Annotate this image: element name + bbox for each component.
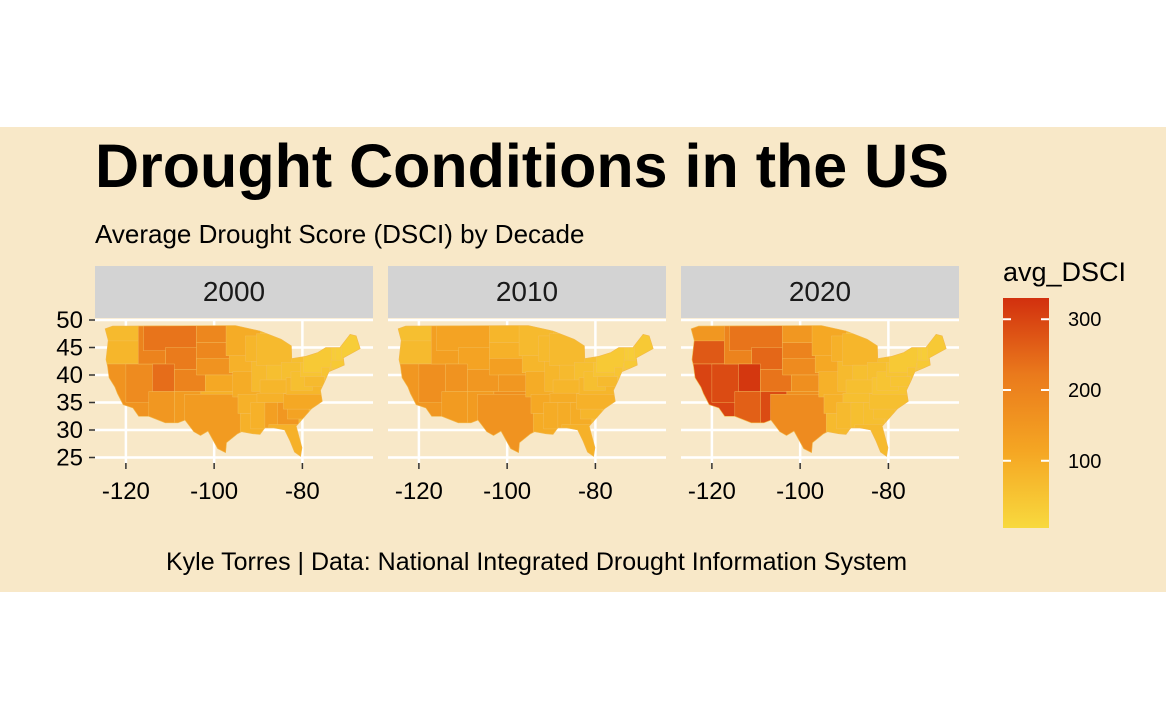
x-tick-label: -80: [578, 478, 613, 505]
state-MS: [250, 402, 267, 430]
state-UT: [445, 363, 468, 392]
state-NC: [283, 393, 323, 410]
x-tick-label: -80: [285, 478, 320, 505]
state-MD: [597, 376, 618, 387]
state-MD: [304, 376, 325, 387]
x-tick-label: -100: [483, 478, 531, 505]
state-UT: [152, 363, 175, 392]
state-UT: [738, 363, 761, 392]
legend-break-label: 100: [1068, 451, 1101, 473]
state-NC: [869, 393, 909, 410]
x-tick-label: -80: [871, 478, 906, 505]
x-tick-label: -120: [688, 478, 736, 505]
state-MA: [330, 358, 348, 369]
us-map-2020: [691, 325, 947, 457]
facet-label-2000: 2000: [203, 276, 265, 307]
chart-title: Drought Conditions in the US: [95, 132, 949, 200]
state-OR: [691, 340, 728, 365]
state-MS: [836, 402, 853, 430]
chart-subtitle: Average Drought Score (DSCI) by Decade: [95, 219, 585, 249]
state-MI: [256, 333, 293, 366]
state-MI: [842, 333, 879, 366]
state-MI: [549, 333, 586, 366]
us-map-2000: [105, 325, 361, 457]
x-tick-label: -100: [190, 478, 238, 505]
state-OR: [398, 340, 435, 365]
facet-strip-2010: [388, 266, 666, 318]
state-MD: [890, 376, 911, 387]
state-ME: [341, 333, 361, 359]
facet-strip-2000: [95, 266, 373, 318]
facet-panel-2020: 2020 -120 -100 -80: [681, 266, 959, 505]
y-tick-label: 40: [56, 362, 83, 389]
us-map-2010: [398, 325, 654, 457]
us-outline: [397, 325, 654, 457]
state-ND: [489, 325, 523, 343]
facet-panel-2000: 2000 -120 -100 -80: [95, 266, 373, 505]
state-SD: [489, 342, 524, 360]
state-NV: [711, 363, 739, 403]
legend-title: avg_DSCI: [1003, 257, 1126, 287]
state-ND: [782, 325, 816, 343]
us-outline: [690, 325, 947, 457]
legend-break-label: 300: [1068, 309, 1101, 331]
state-ND: [196, 325, 230, 343]
state-ME: [927, 333, 947, 359]
chart-caption: Kyle Torres | Data: National Integrated …: [166, 548, 908, 576]
state-NV: [125, 363, 153, 403]
state-SD: [196, 342, 231, 360]
facet-strip-2020: [681, 266, 959, 318]
y-tick-label: 30: [56, 417, 83, 444]
y-tick-label: 45: [56, 335, 83, 362]
state-MT: [143, 325, 197, 351]
state-MT: [729, 325, 783, 351]
state-NV: [418, 363, 446, 403]
us-outline: [104, 325, 361, 457]
x-tick-label: -120: [102, 478, 150, 505]
x-tick-label: -100: [776, 478, 824, 505]
state-ME: [634, 333, 654, 359]
facet-panel-2010: 2010 -120 -100 -80: [388, 266, 666, 505]
y-tick-label: 50: [56, 307, 83, 334]
state-AZ: [441, 391, 468, 424]
state-AZ: [734, 391, 761, 424]
legend-colorbar: [1003, 298, 1049, 528]
state-OR: [105, 340, 142, 365]
y-tick-label: 35: [56, 390, 83, 417]
facet-label-2010: 2010: [496, 276, 558, 307]
state-MA: [623, 358, 641, 369]
facet-label-2020: 2020: [789, 276, 851, 307]
state-SD: [782, 342, 817, 360]
state-MS: [543, 402, 560, 430]
y-tick-label: 25: [56, 445, 83, 472]
legend: avg_DSCI 100 200 300: [1003, 257, 1126, 528]
state-MT: [436, 325, 490, 351]
state-MA: [916, 358, 934, 369]
x-tick-label: -120: [395, 478, 443, 505]
state-NC: [576, 393, 616, 410]
legend-break-label: 200: [1068, 380, 1101, 402]
